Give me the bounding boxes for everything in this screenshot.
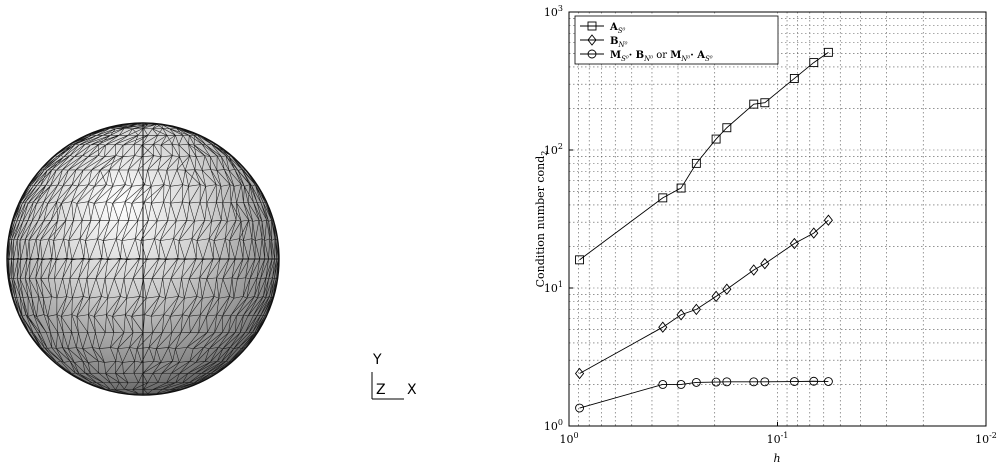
legend-box (574, 15, 779, 65)
diamond-marker (676, 309, 686, 321)
triad-x-label: X (407, 382, 417, 398)
y-tick-label: 101 (544, 280, 563, 295)
plot-frame (568, 11, 987, 427)
chart-series (574, 47, 833, 413)
circle-marker (575, 403, 585, 413)
circle-marker (760, 377, 770, 387)
diamond-marker (722, 283, 732, 295)
square-marker (760, 98, 770, 108)
square-marker (809, 58, 819, 68)
circle-marker (658, 380, 668, 389)
legend-entry: BN⁰ (580, 34, 628, 49)
legend-entry: MS⁰· BN⁰ or MN⁰· AS⁰ (580, 49, 713, 63)
diamond-marker (789, 237, 799, 250)
diamond-marker (691, 303, 701, 316)
series-circle (575, 376, 833, 413)
triad-y-label: Y (372, 352, 382, 368)
legend-label: BN⁰ (610, 36, 628, 49)
series-line (579, 219, 829, 374)
x-tick-label: 10-2 (975, 431, 997, 446)
legend-entry: AS⁰ (580, 21, 626, 35)
legend-label: MS⁰· BN⁰ or MN⁰· AS⁰ (610, 50, 713, 63)
series-square (575, 47, 833, 265)
y-tick-label: 102 (544, 142, 563, 157)
square-marker (676, 183, 686, 193)
mesh-edges (7, 123, 279, 395)
square-marker (575, 255, 585, 265)
axis-triad: Y Z X (371, 352, 417, 400)
y-tick-label: 103 (544, 4, 563, 19)
condition-number-chart: 100 10-1 10-2 100 101 102 103 AS⁰ BN⁰ MS⁰· BN⁰ o… (500, 0, 1004, 466)
sphere-outline (6, 122, 280, 396)
diamond-marker (574, 367, 585, 380)
circle-marker (676, 380, 686, 389)
diamond-marker (809, 227, 819, 239)
circle-marker (809, 376, 819, 386)
diamond-marker (760, 257, 770, 270)
series-diamond (574, 214, 833, 380)
circle-marker (722, 377, 732, 387)
square-marker (691, 158, 701, 168)
x-tick-label: 10-1 (767, 431, 789, 446)
triad-z-label: Z (376, 382, 386, 398)
sphere-mesh-figure: Y Z X (6, 122, 417, 400)
legend-label: AS⁰ (609, 22, 626, 35)
chart-ticks: 100 10-1 10-2 100 101 102 103 (544, 4, 997, 446)
square-marker (711, 134, 721, 144)
circle-marker (587, 49, 597, 59)
circle-marker (691, 377, 701, 387)
square-marker (722, 123, 732, 133)
square-marker (658, 193, 668, 203)
x-axis-label: h (773, 452, 780, 465)
circle-marker (789, 377, 799, 386)
diamond-marker (711, 290, 721, 303)
diamond-marker (823, 214, 833, 226)
square-marker (823, 47, 833, 57)
square-marker (749, 99, 759, 109)
x-tick-label: 100 (559, 431, 578, 446)
square-marker (789, 73, 799, 83)
y-axis-label: Condition number cond2 (534, 151, 549, 288)
circle-marker (749, 377, 759, 387)
series-line (579, 380, 829, 409)
chart-grid (569, 12, 986, 426)
diamond-marker (749, 264, 759, 276)
sphere-mesh-panel: Y Z X (0, 0, 440, 466)
series-line (579, 51, 829, 261)
circle-marker (711, 377, 721, 387)
y-tick-label: 100 (544, 418, 563, 433)
diamond-marker (658, 321, 668, 333)
y-axis-label-group: Condition number cond2 (534, 151, 549, 288)
circle-marker (823, 377, 833, 386)
sphere-triangle-mesh (7, 123, 279, 395)
square-marker (587, 21, 597, 31)
diamond-marker (587, 34, 597, 46)
